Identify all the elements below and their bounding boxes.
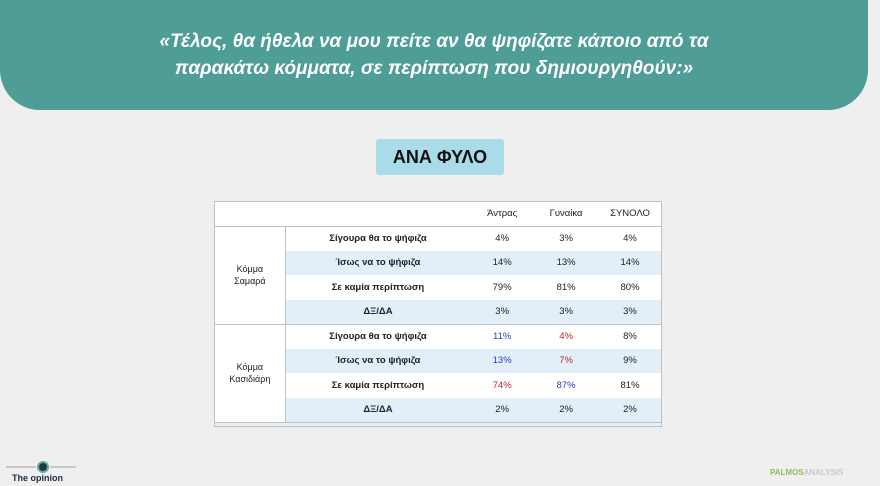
cell-value: 87% [556, 379, 576, 391]
palmos-wordmark: PALMOS [770, 468, 804, 477]
palmos-analysis-logo: PALMOSANALYSIS [770, 468, 843, 477]
the-opinion-wordmark: The opinion [12, 473, 63, 483]
cell-value: 81% [556, 281, 576, 293]
cell-value: 81% [620, 379, 640, 391]
row-label: Ίσως να το ψήφιζα [285, 250, 471, 275]
cell-value: 2% [470, 397, 535, 423]
cell-value: 14% [470, 250, 535, 275]
table-header-row: Άντρας Γυναίκα ΣΥΝΟΛΟ [214, 201, 662, 227]
row-label: Ίσως να το ψήφιζα [285, 348, 471, 373]
table-row: Σε καμία περίπτωση 74% 87% 81% [215, 373, 663, 398]
table-row: Ίσως να το ψήφιζα 13% 7% 9% [215, 348, 662, 373]
group-label-line: Κόμμα [236, 264, 264, 274]
table-row: Σε καμία περίπτωση 79% 81% 80% [215, 275, 663, 300]
cell-value: 14% [598, 250, 662, 275]
table-row: ΔΞ/ΔΑ 2% 2% 2% [215, 397, 662, 423]
cell-value: 9% [598, 348, 662, 373]
cell-value: 3% [534, 299, 599, 325]
table-row: Κόμμα Σαμαρά Σίγουρα θα το ψήφιζα 4% 3% … [214, 226, 663, 325]
section-title: ΑΝΑ ΦΥΛΟ [376, 139, 504, 175]
table-row: Κόμμα Κασιδιάρη Σίγουρα θα το ψήφιζα 11%… [214, 324, 663, 423]
row-label: Σε καμία περίπτωση [331, 379, 425, 391]
cell-value: 11% [492, 331, 512, 342]
group-label-line: Κόμμα [236, 362, 264, 372]
group-label-samaras: Κόμμα Σαμαρά [214, 226, 286, 325]
cell-value: 4% [559, 331, 573, 342]
group-label-line: Σαμαρά [234, 276, 266, 286]
cell-value: 80% [620, 281, 640, 293]
row-label: Σίγουρα θα το ψήφιζα [329, 331, 427, 342]
cell-value: 13% [470, 348, 535, 373]
cell-value: 79% [492, 281, 512, 293]
group-label-kasidiaris: Κόμμα Κασιδιάρη [214, 324, 286, 423]
table-row: Ίσως να το ψήφιζα 14% 13% 14% [215, 250, 662, 275]
analysis-wordmark: ANALYSIS [803, 468, 844, 477]
cell-value: 3% [598, 299, 662, 325]
question-line-1: «Τέλος, θα ήθελα να μου πείτε αν θα ψηφί… [159, 31, 709, 52]
row-label: ΔΞ/ΔΑ [285, 299, 471, 325]
cell-value: 3% [470, 299, 535, 325]
cell-value: 7% [534, 348, 599, 373]
question-line-2: παρακάτω κόμματα, σε περίπτωση που δημιο… [174, 58, 694, 79]
column-header-women: Γυναίκα [534, 201, 599, 227]
eye-icon [37, 461, 49, 473]
cell-value: 3% [559, 233, 573, 244]
empty-header-cell [285, 201, 471, 227]
cell-value: 4% [495, 233, 510, 244]
logo-line-decoration [50, 466, 76, 468]
empty-header-cell [214, 201, 286, 227]
row-label: Σίγουρα θα το ψήφιζα [329, 233, 427, 244]
the-opinion-logo: The opinion [6, 461, 76, 484]
cell-value: 2% [598, 397, 662, 423]
cell-value: 13% [534, 250, 599, 275]
column-header-men: Άντρας [470, 201, 535, 227]
group-label-line: Κασιδιάρη [229, 374, 271, 384]
cell-value: 74% [492, 379, 512, 391]
row-label: ΔΞ/ΔΑ [285, 397, 471, 423]
column-header-total: ΣΥΝΟΛΟ [598, 201, 662, 227]
table-row: ΔΞ/ΔΑ 3% 3% 3% [215, 299, 662, 325]
results-table: Άντρας Γυναίκα ΣΥΝΟΛΟ Κόμμα Σαμαρά Σίγου… [214, 201, 662, 423]
cell-value: 2% [534, 397, 599, 423]
cell-value: 4% [623, 233, 637, 244]
cell-value: 8% [623, 331, 637, 342]
question-banner: «Τέλος, θα ήθελα να μου πείτε αν θα ψηφί… [0, 0, 868, 110]
row-label: Σε καμία περίπτωση [331, 281, 425, 293]
logo-line-decoration [6, 466, 36, 468]
